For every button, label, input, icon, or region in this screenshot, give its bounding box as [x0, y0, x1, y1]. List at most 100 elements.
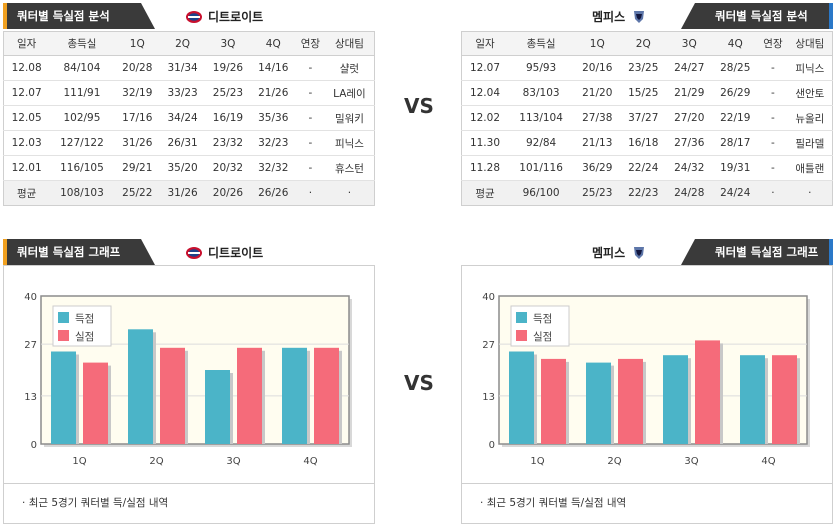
- table-cell: -: [295, 130, 325, 156]
- x-tick-label: 1Q: [530, 456, 544, 467]
- table-cell: 111/91: [49, 80, 115, 106]
- column-header: 총득실: [507, 31, 575, 56]
- team-label: 디트로이트: [185, 244, 263, 261]
- table-cell: 127/122: [49, 130, 115, 156]
- x-tick-label: 2Q: [607, 456, 621, 467]
- table-cell: 31/34: [159, 55, 206, 81]
- bar-scored: [128, 329, 153, 444]
- table-cell: 20/26: [205, 180, 251, 206]
- vs-label-bottom: VS: [404, 371, 434, 395]
- column-header: 상대팀: [787, 31, 833, 56]
- table-cell: 21/20: [574, 80, 621, 106]
- column-header: 4Q: [712, 31, 759, 56]
- table-cell: 20/16: [574, 55, 621, 81]
- table-row: 12.05 102/95 17/16 34/24 16/19 35/36- 밀워키: [3, 105, 375, 131]
- table-cell: 28/17: [712, 130, 759, 156]
- table-cell: 샬럿: [324, 55, 375, 81]
- table-cell: 96/100: [507, 180, 575, 206]
- detroit-stats-panel: 쿼터별 득실점 분석 디트로이트 일자 총득실 1Q 2Q 3Q 4Q 연장 상대팀 12.0…: [3, 3, 375, 206]
- chart-box: 40 27 13 0 1Q 2Q 3Q 4Q 득점 실점 · 최근 5경기 쿼터별 득/실점 내역: [3, 265, 375, 524]
- table-cell: 12.07: [3, 80, 50, 106]
- table-cell: ·: [787, 180, 833, 206]
- table-cell: 116/105: [49, 155, 115, 181]
- team-label: 디트로이트: [185, 8, 263, 25]
- table-cell: 25/23: [574, 180, 621, 206]
- table-cell: 23/25: [620, 55, 667, 81]
- x-tick-label: 2Q: [149, 456, 163, 467]
- y-tick-label: 40: [24, 292, 37, 303]
- table-cell: 밀워키: [324, 105, 375, 131]
- table-cell: 필라델: [787, 130, 833, 156]
- section-tab: 쿼터별 득실점 그래프: [3, 239, 155, 265]
- column-header: 상대팀: [324, 31, 375, 56]
- bar-allowed: [314, 347, 339, 444]
- legend-swatch: [516, 312, 527, 323]
- table-cell: -: [758, 80, 788, 106]
- table-cell: 102/95: [49, 105, 115, 131]
- x-tick-label: 4Q: [303, 456, 317, 467]
- legend-swatch: [58, 330, 69, 341]
- table-cell: 11.28: [461, 155, 508, 181]
- table-cell: 12.07: [461, 55, 508, 81]
- table-cell: 24/28: [666, 180, 713, 206]
- table-cell: 애틀랜: [787, 155, 833, 181]
- table-cell: 21/13: [574, 130, 621, 156]
- team-label: 멤피스: [592, 244, 648, 261]
- table-cell: 24/24: [712, 180, 759, 206]
- column-header: 2Q: [620, 31, 667, 56]
- section-tab: 쿼터별 득실점 그래프: [681, 239, 833, 265]
- table-cell: 12.01: [3, 155, 50, 181]
- table-cell: ·: [295, 180, 325, 206]
- detroit-logo-icon: [186, 10, 202, 23]
- table-cell: 뉴올리: [787, 105, 833, 131]
- table-cell: 26/26: [250, 180, 296, 206]
- panel-header: 멤피스 쿼터별 득실점 그래프: [461, 239, 833, 265]
- table-row: 12.08 84/104 20/28 31/34 19/26 14/16- 샬럿: [3, 55, 375, 81]
- table-cell: 11.30: [461, 130, 508, 156]
- table-cell: 휴스턴: [324, 155, 375, 181]
- average-row: 평균 108/103 25/22 31/26 20/26 26/26 · ·: [3, 180, 375, 206]
- table-cell: 36/29: [574, 155, 621, 181]
- table-cell: ·: [758, 180, 788, 206]
- vs-label-top: VS: [404, 94, 434, 118]
- bar-allowed: [160, 347, 185, 444]
- panel-header: 멤피스 쿼터별 득실점 분석: [461, 3, 833, 29]
- table-cell: 25/22: [114, 180, 160, 206]
- table-cell: 23/32: [205, 130, 251, 156]
- table-cell: 19/26: [205, 55, 251, 81]
- table-row: 12.03 127/122 31/26 26/31 23/32 32/23- 피닉스: [3, 130, 375, 156]
- table-cell: 113/104: [507, 105, 575, 131]
- legend-swatch: [516, 330, 527, 341]
- table-cell: 84/104: [49, 55, 115, 81]
- memphis-stats-panel: 멤피스 쿼터별 득실점 분석 일자 총득실 1Q 2Q 3Q 4Q 연장 상대팀 12.07 9…: [461, 3, 833, 206]
- table-cell: -: [295, 105, 325, 131]
- table-cell: -: [758, 55, 788, 81]
- table-cell: 평균: [3, 180, 50, 206]
- table-cell: 평균: [461, 180, 508, 206]
- table-cell: 95/93: [507, 55, 575, 81]
- column-header: 연장: [758, 31, 788, 56]
- table-cell: 92/84: [507, 130, 575, 156]
- memphis-logo-icon: [634, 10, 645, 23]
- table-cell: 피닉스: [787, 55, 833, 81]
- table-header-row: 일자 총득실 1Q 2Q 3Q 4Q 연장 상대팀: [3, 31, 375, 56]
- chart-note-text: 최근 5경기 쿼터별 득/실점 내역: [28, 497, 169, 509]
- bar-scored: [282, 347, 307, 444]
- table-cell: 101/116: [507, 155, 575, 181]
- table-row: 12.04 83/103 21/20 15/25 21/29 26/29- 샌안토: [461, 80, 833, 106]
- y-tick-label: 13: [482, 392, 495, 403]
- section-tab: 쿼터별 득실점 분석: [681, 3, 833, 29]
- table-cell: 34/24: [159, 105, 206, 131]
- table-cell: 35/20: [159, 155, 206, 181]
- table-cell: 12.04: [461, 80, 508, 106]
- table-cell: 25/23: [205, 80, 251, 106]
- bar-scored: [740, 355, 765, 444]
- chart-box: 40 27 13 0 1Q 2Q 3Q 4Q 득점 실점 · 최근 5경기 쿼터별 득/실점 내역: [461, 265, 833, 524]
- bar-scored: [205, 370, 230, 444]
- chart-note: · 최근 5경기 쿼터별 득/실점 내역: [4, 483, 374, 523]
- legend-swatch: [58, 312, 69, 323]
- table-row: 12.07 111/91 32/19 33/23 25/23 21/26- LA레이: [3, 80, 375, 106]
- bar-allowed: [83, 362, 108, 444]
- detroit-chart-panel: 쿼터별 득실점 그래프 디트로이트 40 27 13 0 1Q 2Q 3Q 4Q 득점 실점 · …: [3, 239, 375, 524]
